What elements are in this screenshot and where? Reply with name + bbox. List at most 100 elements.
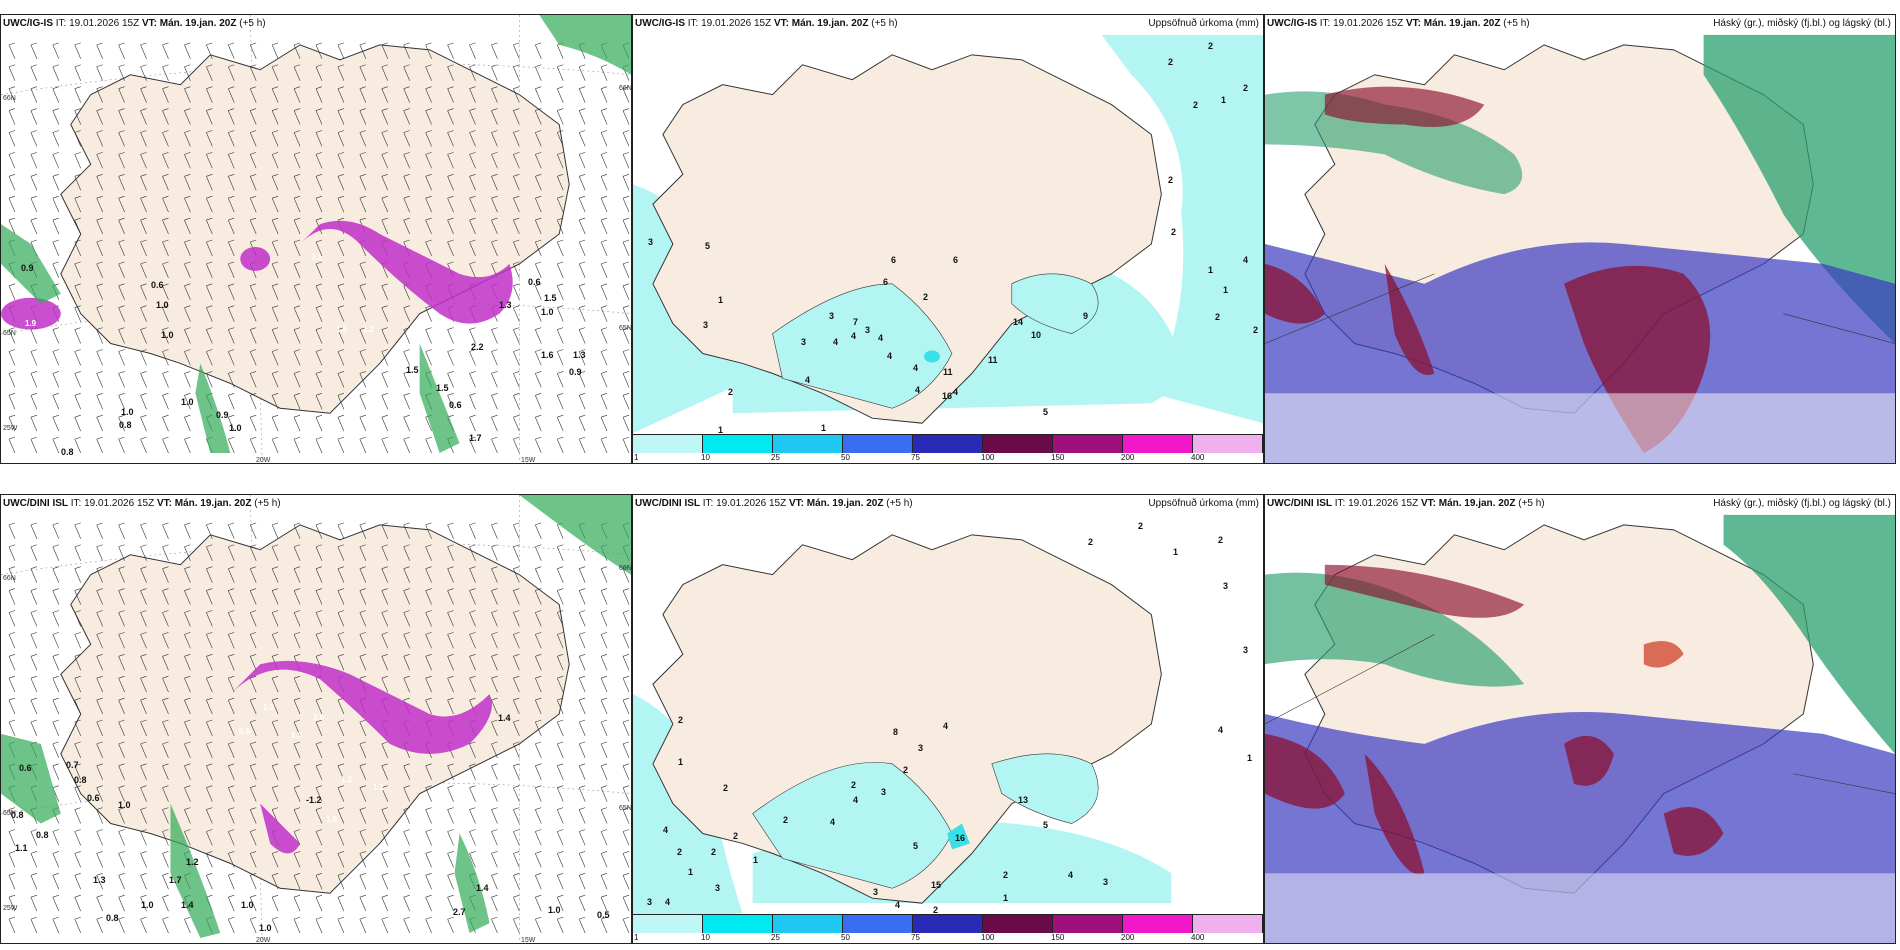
map-label: 16	[955, 833, 966, 843]
map-label: 3.1	[311, 253, 323, 262]
wind-barb	[447, 371, 454, 388]
panel-wind-precip-dini: UWC/DINI ISL IT: 19.01.2026 15Z VT: Mán.…	[0, 494, 632, 944]
wind-barb	[118, 873, 125, 890]
map-label: 4	[853, 795, 859, 805]
panel-clouds-igis: UWC/IG-IS IT: 19.01.2026 15Z VT: Mán. 19…	[1264, 14, 1896, 464]
colorbar-tick: 100	[981, 453, 995, 462]
map-label: 15	[931, 880, 942, 890]
wind-barb	[359, 152, 367, 169]
wind-barbs	[8, 522, 630, 934]
wind-barb	[140, 763, 147, 780]
wind-barb	[359, 414, 367, 432]
wind-barb	[513, 610, 520, 627]
wind-barb	[293, 86, 301, 103]
wind-barb	[52, 239, 60, 257]
wind-barb	[8, 894, 16, 912]
wind-barb	[271, 697, 279, 715]
wind-barb	[184, 763, 191, 780]
wind-barb	[447, 393, 454, 410]
wind-barb	[491, 719, 498, 737]
wind-barb	[491, 894, 498, 912]
lon-label: 15W	[521, 937, 536, 944]
wind-barb	[74, 305, 82, 322]
map-label: 11	[988, 355, 998, 365]
wind-barb	[315, 174, 323, 191]
wind-barb	[228, 894, 235, 912]
wind-barb	[8, 851, 16, 868]
wind-barb	[491, 436, 498, 454]
wind-barb	[315, 436, 323, 454]
wind-barb	[74, 64, 82, 81]
wind-barb	[96, 675, 103, 693]
wind-barb	[359, 632, 367, 649]
wind-barb	[52, 851, 60, 868]
wind-barb	[118, 654, 125, 671]
wind-barb	[359, 42, 367, 59]
wind-barb	[403, 566, 410, 583]
map-label: 2	[733, 831, 739, 841]
wind-barb	[162, 544, 169, 561]
wind-barb	[600, 697, 608, 715]
wind-barb	[403, 217, 410, 235]
wind-barb	[162, 436, 169, 454]
map-label: 3	[881, 787, 887, 797]
wind-barb	[96, 42, 103, 59]
map-canvas	[1, 495, 631, 943]
iceland-land	[60, 524, 570, 894]
wind-barb	[162, 654, 169, 671]
wind-barb	[556, 807, 564, 824]
wind-barb	[491, 785, 498, 802]
wind-barb	[52, 829, 60, 846]
map-label: 1	[1247, 753, 1253, 763]
wind-barb	[513, 566, 520, 583]
wind-barb	[249, 522, 257, 539]
wind-barb	[381, 916, 389, 934]
wind-barb	[578, 675, 586, 693]
wind-barb	[359, 174, 367, 191]
wind-barb	[74, 436, 82, 454]
map-label: 3	[1223, 581, 1229, 591]
wind-barb	[96, 654, 103, 671]
map-label: 1.0	[241, 900, 254, 910]
wind-barb	[162, 763, 169, 780]
wind-barb	[30, 544, 38, 561]
wind-barb	[293, 632, 301, 649]
wind-barb	[140, 741, 147, 758]
wind-barb	[381, 327, 389, 344]
wind-barb	[162, 916, 169, 934]
wind-barb	[293, 414, 301, 432]
wind-barb	[447, 675, 454, 693]
colorbar-swatch	[1193, 915, 1263, 933]
wind-barb	[52, 588, 60, 605]
wind-barb	[447, 86, 454, 103]
wind-barb	[337, 719, 345, 737]
map-label: 2	[1218, 535, 1224, 545]
wind-barb	[491, 873, 498, 890]
wind-barb	[30, 873, 38, 890]
wind-barb	[206, 566, 213, 583]
wind-barb	[578, 414, 586, 432]
wind-barb	[513, 829, 520, 846]
wind-barb	[293, 174, 301, 191]
map-label: 1	[1173, 547, 1179, 557]
map-label: 0.8	[106, 913, 119, 923]
map-label: 1	[1208, 265, 1214, 275]
wind-barb	[337, 851, 345, 868]
map-label: 5	[1043, 820, 1049, 830]
wind-barb	[469, 261, 476, 278]
wind-barb	[403, 763, 410, 780]
wind-barb	[249, 719, 257, 737]
wind-barb	[96, 349, 103, 366]
wind-barb	[162, 327, 169, 344]
map-label: 1.5	[406, 365, 419, 375]
wind-barb	[622, 588, 630, 605]
map-label: 1.5	[436, 383, 449, 393]
wind-barb	[249, 130, 257, 147]
wind-barb	[425, 522, 432, 539]
wind-barb	[74, 873, 82, 890]
colorbar-swatch	[983, 915, 1053, 933]
mid-cloud	[1364, 753, 1425, 875]
wind-barb	[118, 544, 125, 561]
mid-cloud	[1324, 564, 1525, 618]
wind-barb	[381, 152, 389, 169]
